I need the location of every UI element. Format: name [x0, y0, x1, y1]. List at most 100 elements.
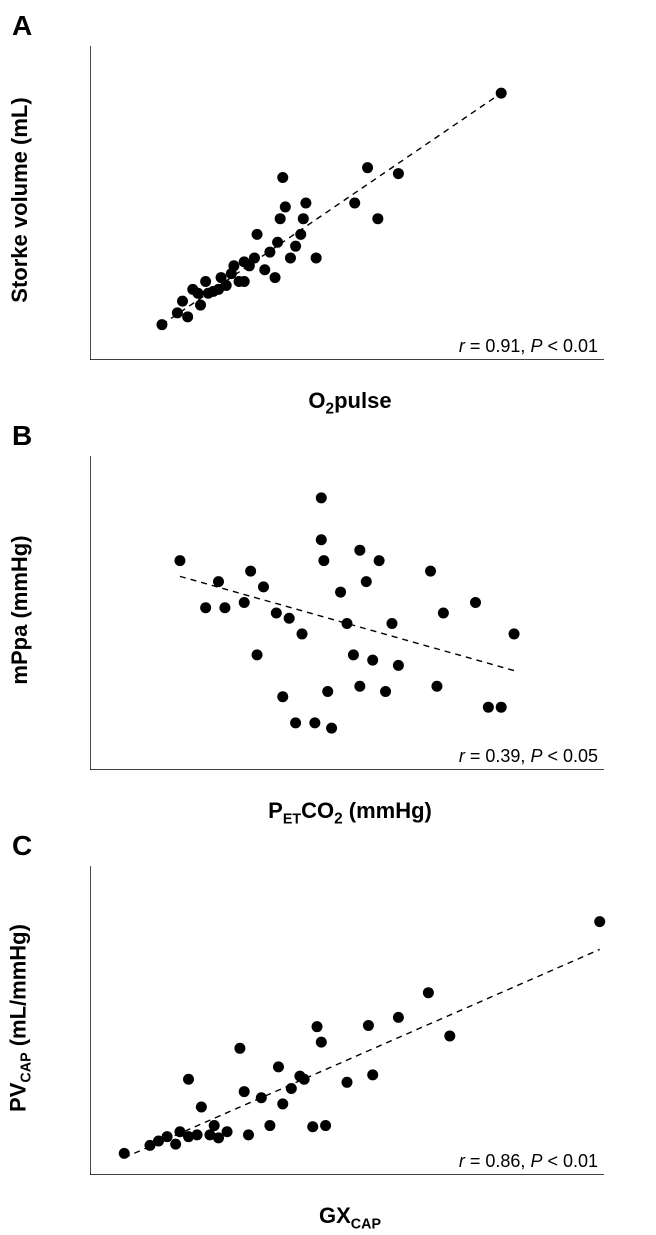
data-point [273, 1061, 284, 1072]
data-point [195, 300, 206, 311]
data-point [496, 702, 507, 713]
data-point [249, 252, 260, 263]
data-point [277, 172, 288, 183]
trend-line [124, 949, 599, 1157]
data-point [295, 229, 306, 240]
data-point [316, 1037, 327, 1048]
data-point [342, 1077, 353, 1088]
data-point [309, 717, 320, 728]
data-point [425, 566, 436, 577]
chart-svg: 05101520020406080100120140160r = 0.91, P… [90, 40, 610, 360]
data-point [509, 628, 520, 639]
data-point [423, 987, 434, 998]
data-point [393, 168, 404, 179]
data-point [320, 1120, 331, 1131]
data-point [335, 587, 346, 598]
data-point [280, 201, 291, 212]
data-point [239, 276, 250, 287]
data-point [252, 229, 263, 240]
data-point [228, 260, 239, 271]
data-point [259, 264, 270, 275]
data-point [316, 534, 327, 545]
data-point [311, 252, 322, 263]
data-point [307, 1121, 318, 1132]
data-point [361, 576, 372, 587]
data-point [286, 1083, 297, 1094]
chart-svg: 102030405020304050607080r = 0.39, P < 0.… [90, 450, 610, 770]
y-axis-label: mPpa (mmHg) [7, 535, 33, 684]
data-point [393, 660, 404, 671]
data-point [372, 213, 383, 224]
data-point [594, 916, 605, 927]
data-point [271, 608, 282, 619]
data-point [354, 545, 365, 556]
data-point [348, 649, 359, 660]
data-point [290, 241, 301, 252]
data-point [192, 1129, 203, 1140]
data-point [298, 213, 309, 224]
data-point [243, 1129, 254, 1140]
data-point [183, 1074, 194, 1085]
data-point [342, 618, 353, 629]
data-point [277, 1098, 288, 1109]
data-point [483, 702, 494, 713]
data-point [258, 581, 269, 592]
data-point [119, 1148, 130, 1159]
x-axis-label: O2pulse [90, 388, 610, 418]
data-point [270, 272, 281, 283]
data-point [256, 1092, 267, 1103]
data-point [213, 576, 224, 587]
data-point [374, 555, 385, 566]
data-point [170, 1139, 181, 1150]
data-point [470, 597, 481, 608]
data-point [496, 88, 507, 99]
data-point [200, 602, 211, 613]
chart-svg: 0100200300400500600012345r = 0.86, P < 0… [90, 860, 610, 1175]
data-point [367, 655, 378, 666]
data-point [209, 1120, 220, 1131]
data-point [264, 1120, 275, 1131]
data-point [354, 681, 365, 692]
chart-C: 0100200300400500600012345r = 0.86, P < 0… [90, 860, 610, 1175]
data-point [431, 681, 442, 692]
y-axis-label: Storke volume (mL) [7, 97, 33, 302]
data-point [222, 1126, 233, 1137]
data-point [285, 252, 296, 263]
data-point [318, 555, 329, 566]
data-point [277, 691, 288, 702]
data-point [162, 1131, 173, 1142]
data-point [177, 296, 188, 307]
data-point [252, 649, 263, 660]
data-point [444, 1030, 455, 1041]
data-point [300, 198, 311, 209]
stat-annotation: r = 0.39, P < 0.05 [459, 746, 598, 766]
data-point [172, 307, 183, 318]
data-point [221, 280, 232, 291]
data-point [239, 1086, 250, 1097]
data-point [284, 613, 295, 624]
panel-label-B: B [12, 420, 32, 452]
data-point [363, 1020, 374, 1031]
data-point [367, 1069, 378, 1080]
data-point [312, 1021, 323, 1032]
panel-label-C: C [12, 830, 32, 862]
chart-A: 05101520020406080100120140160r = 0.91, P… [90, 40, 610, 360]
y-axis-label: PVCAP (mL/mmHg) [5, 924, 34, 1112]
data-point [200, 276, 211, 287]
x-axis-label: PETCO2 (mmHg) [90, 798, 610, 828]
data-point [275, 213, 286, 224]
data-point [386, 618, 397, 629]
data-point [156, 319, 167, 330]
data-point [297, 628, 308, 639]
data-point [393, 1012, 404, 1023]
data-point [264, 247, 275, 258]
data-point [316, 492, 327, 503]
data-point [219, 602, 230, 613]
data-point [272, 237, 283, 248]
data-point [174, 555, 185, 566]
data-point [380, 686, 391, 697]
data-point [322, 686, 333, 697]
stat-annotation: r = 0.86, P < 0.01 [459, 1151, 598, 1171]
data-point [192, 288, 203, 299]
data-point [245, 566, 256, 577]
